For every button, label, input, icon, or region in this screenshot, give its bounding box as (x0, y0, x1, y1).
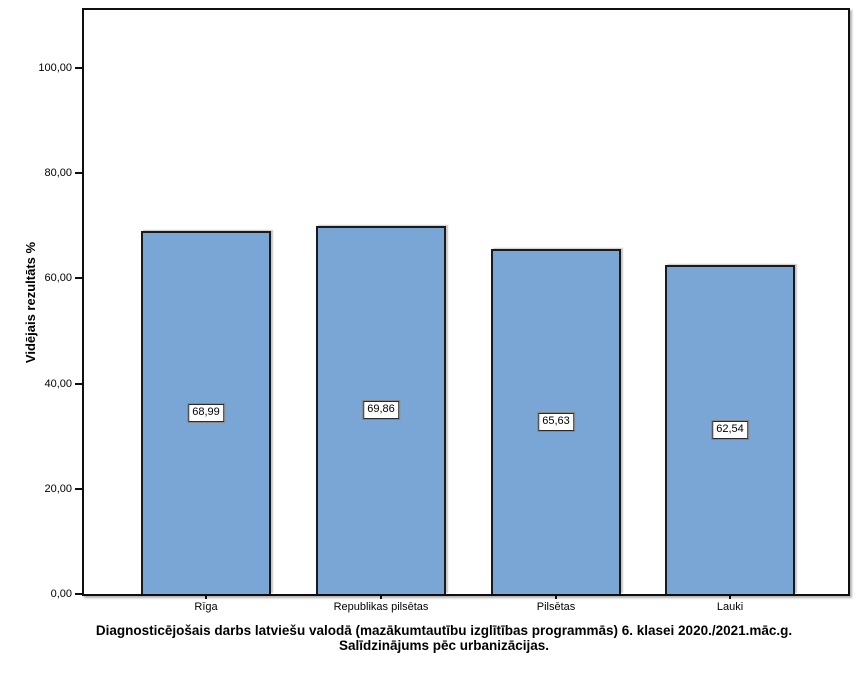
y-tick-mark (75, 593, 82, 595)
x-category-label: Lauki (716, 601, 744, 613)
y-axis-title: Vidējais rezultāts % (23, 241, 39, 363)
y-tick-label: 100,00 (38, 61, 72, 74)
y-tick-label: 40,00 (44, 377, 72, 390)
y-tick-mark (75, 382, 82, 385)
x-tick-mark (380, 594, 382, 599)
chart-title-line-2: Salīdzinājums pēc urbanizācijas. (338, 637, 550, 653)
chart-title: Diagnosticējošais darbs latviešu valodā … (40, 623, 848, 653)
y-axis-title-container: Vidējais rezultāts % (14, 8, 48, 596)
y-tick-mark (75, 172, 82, 175)
bar-value-label: 65,63 (537, 411, 575, 432)
y-tick-label: 0,00 (50, 588, 72, 600)
x-category-label: Pilsētas (536, 601, 576, 613)
x-category-label: Republikas pilsētas (333, 601, 429, 613)
x-tick-mark (205, 594, 207, 599)
bar-value-label: 68,99 (187, 402, 225, 423)
bar-value-label: 69,86 (362, 400, 400, 420)
y-tick-mark (75, 487, 82, 490)
x-tick-mark (555, 594, 557, 599)
y-tick-label: 80,00 (44, 167, 72, 180)
x-category-label: Rīga (194, 601, 218, 613)
chart-title-line-1: Diagnosticējošais darbs latviešu valodā … (95, 623, 793, 638)
y-tick-mark (75, 66, 82, 69)
y-tick-label: 20,00 (44, 482, 72, 495)
plot-area: 68,99 69,86 65,63 62,54 (82, 8, 850, 596)
x-tick-mark (729, 594, 731, 599)
y-tick-label: 60,00 (44, 272, 72, 285)
y-tick-mark (75, 277, 82, 280)
bar-value-label: 62,54 (711, 419, 749, 440)
